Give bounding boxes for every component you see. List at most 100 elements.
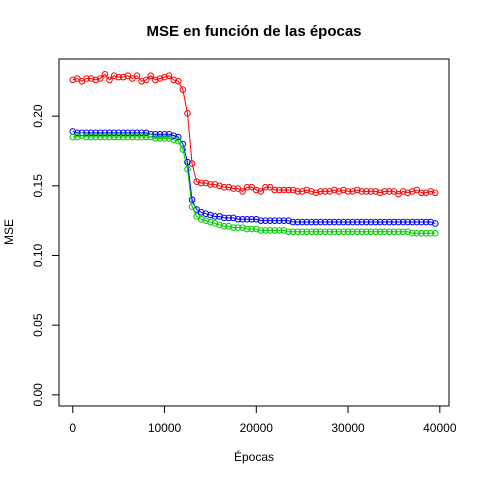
data-point [248, 215, 256, 223]
data-point [170, 136, 178, 144]
data-point [216, 182, 223, 190]
data-point [115, 129, 122, 137]
data-point [174, 137, 182, 145]
data-point [152, 76, 159, 84]
data-point [138, 78, 145, 85]
data-point [78, 78, 86, 85]
data-point [317, 228, 324, 236]
data-point [179, 146, 187, 153]
data-point [363, 228, 370, 236]
data-point [358, 218, 366, 226]
data-point [408, 229, 416, 237]
data-point [390, 218, 398, 226]
data-point [170, 132, 178, 139]
data-point [156, 135, 164, 142]
data-point [207, 218, 214, 226]
data-point [239, 224, 246, 231]
data-point [312, 189, 320, 197]
data-point [92, 129, 100, 137]
data-point [216, 213, 223, 220]
data-point [376, 228, 384, 236]
data-point [165, 130, 173, 138]
data-point [252, 186, 260, 194]
data-point [317, 188, 324, 195]
data-point [87, 129, 95, 137]
data-point [96, 75, 104, 82]
x-tick-label: 0 [69, 421, 76, 435]
data-point [193, 178, 200, 185]
data-point [211, 181, 219, 188]
series-line [72, 135, 436, 234]
data-point [413, 186, 421, 194]
data-point [115, 73, 122, 81]
data-point [202, 210, 210, 217]
y-tick-label: 0.15 [31, 174, 45, 198]
data-point [110, 72, 118, 80]
data-point [376, 189, 384, 197]
data-point [234, 224, 242, 231]
data-point [349, 228, 356, 236]
data-point [225, 214, 233, 222]
chart-title: MSE en función de las épocas [146, 23, 361, 40]
y-tick-label: 0.05 [31, 313, 45, 337]
data-point [197, 208, 205, 216]
data-point [207, 181, 214, 188]
data-point [330, 218, 338, 226]
data-point [317, 218, 324, 226]
data-point [101, 133, 109, 141]
data-point [257, 227, 265, 234]
data-point [188, 196, 196, 204]
data-point [344, 218, 352, 226]
data-point [280, 186, 288, 194]
data-point [390, 188, 398, 195]
data-point [110, 129, 118, 137]
data-point [243, 225, 251, 233]
data-point [101, 129, 109, 137]
data-point [340, 186, 347, 194]
data-point [386, 218, 393, 226]
data-point [147, 72, 155, 80]
data-point [211, 213, 219, 220]
data-point [340, 228, 347, 236]
data-point [376, 218, 384, 226]
data-point [431, 189, 439, 197]
data-point [303, 218, 311, 226]
data-point [289, 186, 297, 194]
data-point [243, 215, 251, 223]
x-tick-label: 30000 [331, 421, 365, 435]
data-point [418, 229, 425, 237]
data-point [404, 228, 412, 236]
data-point [431, 220, 439, 227]
data-point [216, 221, 223, 229]
y-tick-label: 0.00 [31, 383, 45, 407]
data-point [367, 228, 375, 236]
data-point [372, 188, 379, 195]
data-point [74, 129, 81, 137]
data-point [174, 133, 182, 141]
data-point [142, 129, 150, 137]
data-point [312, 218, 320, 226]
data-point [83, 129, 90, 137]
data-point [308, 228, 315, 236]
data-point [83, 75, 90, 82]
data-point [220, 222, 228, 230]
data-point [243, 183, 251, 191]
y-axis-label: MSE [2, 219, 16, 245]
data-point [197, 179, 205, 187]
data-point [78, 132, 86, 139]
data-point [399, 188, 407, 195]
data-point [418, 189, 425, 197]
data-point [326, 218, 334, 226]
data-point [234, 215, 242, 223]
data-point [372, 228, 379, 236]
data-point [408, 188, 416, 195]
data-point [427, 218, 434, 226]
data-point [110, 133, 118, 141]
data-point [138, 133, 145, 141]
data-point [184, 110, 191, 117]
data-point [294, 228, 301, 236]
data-point [367, 188, 375, 195]
data-point [390, 228, 398, 236]
data-point [381, 228, 389, 236]
data-point [248, 225, 256, 233]
